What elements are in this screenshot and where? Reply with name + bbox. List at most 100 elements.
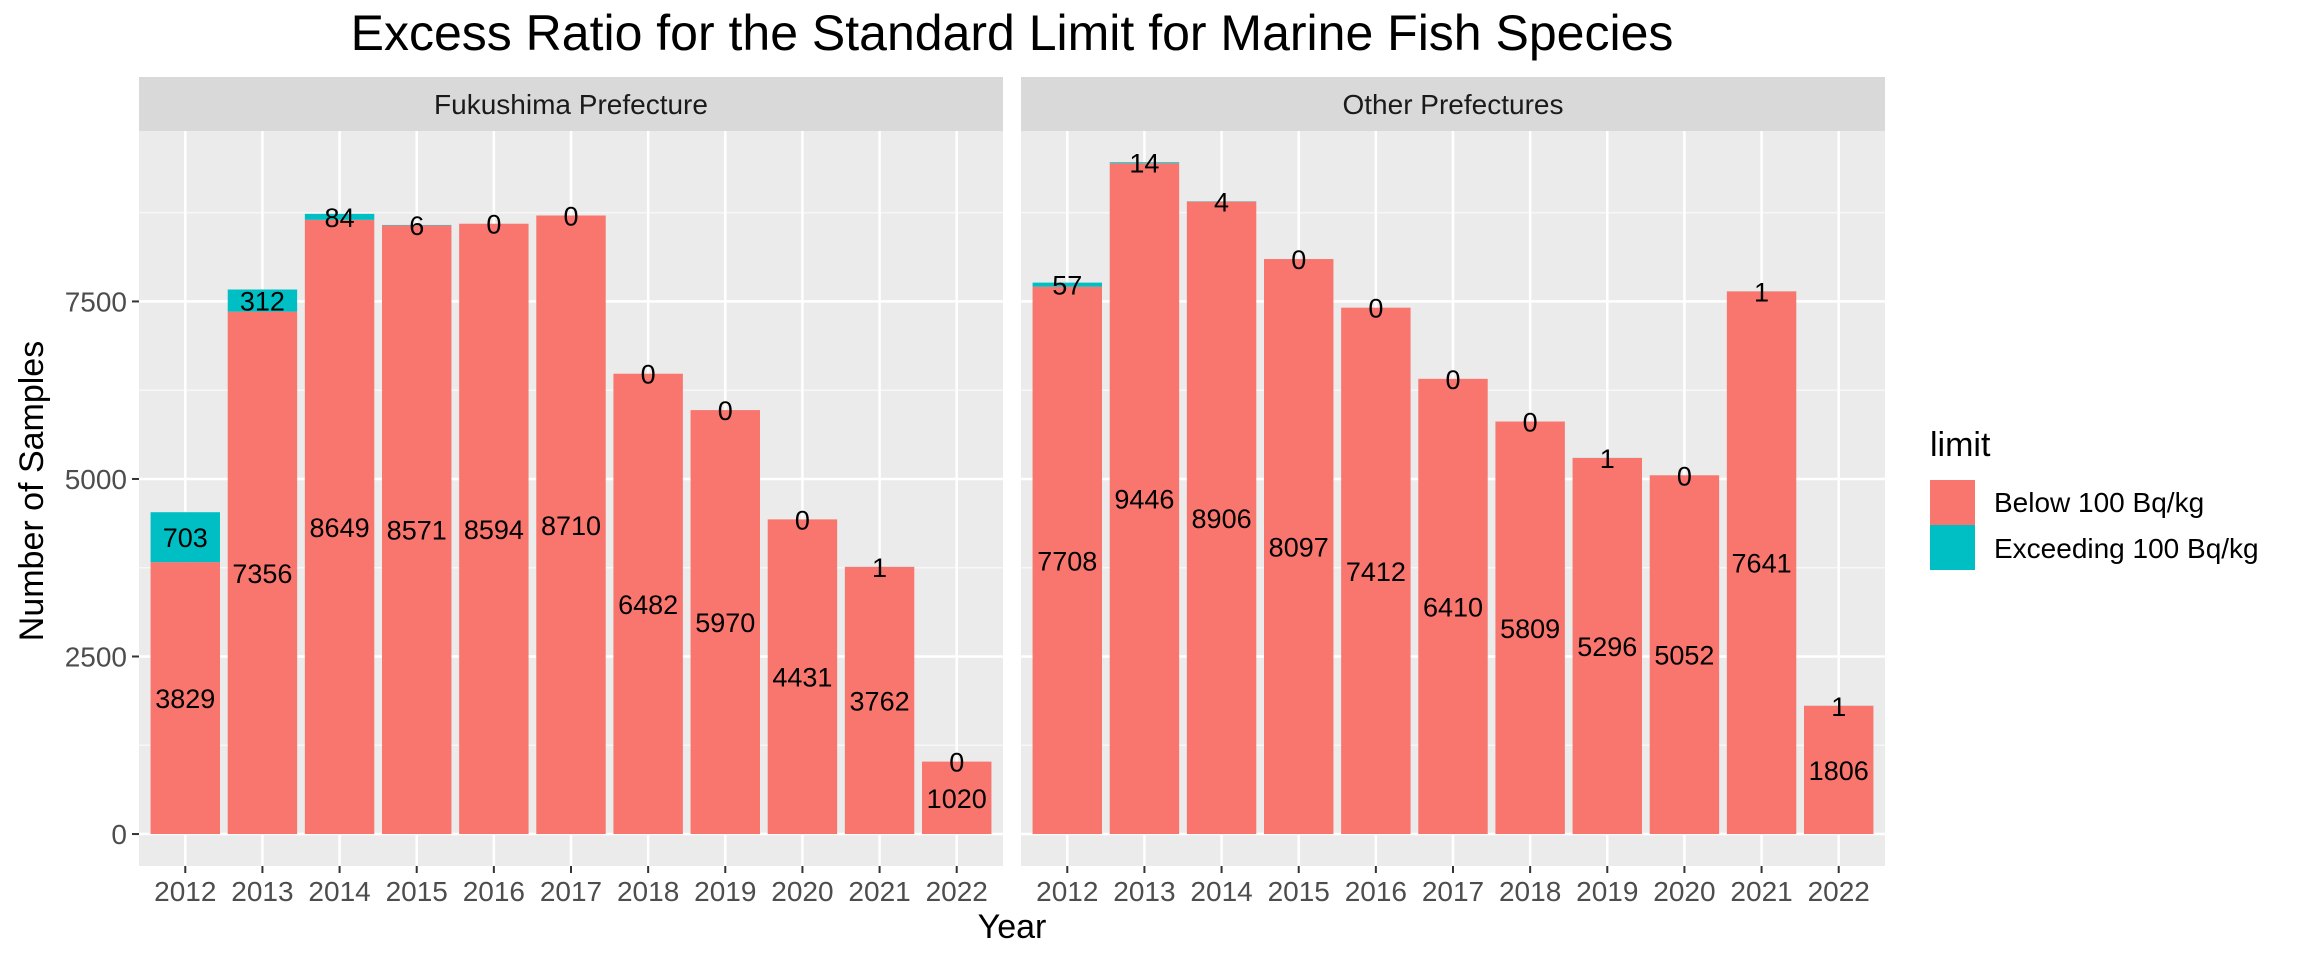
x-tick-label: 2018 (1499, 876, 1561, 907)
x-tick-label: 2013 (231, 876, 293, 907)
x-tick-label: 2013 (1113, 876, 1175, 907)
x-tick-label: 2022 (926, 876, 988, 907)
bar-below-100 (150, 562, 220, 835)
bar-label-below: 8097 (1269, 533, 1329, 563)
x-tick-label: 2016 (463, 876, 525, 907)
bar-below-100 (1572, 457, 1642, 835)
bar-label-exceeding: 0 (1523, 408, 1538, 438)
legend-key-below (1930, 480, 1975, 525)
bar-label-exceeding: 312 (240, 287, 285, 317)
x-tick-label: 2019 (1576, 876, 1638, 907)
bar-below-100 (690, 410, 760, 835)
bar-label-exceeding: 1 (1600, 444, 1615, 474)
x-tick-label: 2020 (771, 876, 833, 907)
bar-label-below: 5296 (1577, 632, 1637, 662)
bar-label-below: 5052 (1654, 641, 1714, 671)
bar-label-below: 7412 (1346, 557, 1406, 587)
bar-label-exceeding: 0 (1368, 294, 1383, 324)
panel-0: Fukushima Prefecture 3829 703 2012 7356 312 20… (139, 77, 1003, 907)
x-tick-label: 2015 (1268, 876, 1330, 907)
bar-label-below: 9446 (1114, 485, 1174, 515)
x-axis-title: Year (978, 908, 1047, 946)
x-tick-label: 2018 (617, 876, 679, 907)
bar-below-100 (1495, 421, 1565, 835)
bar-exceeding-100 (227, 289, 298, 312)
bar-label-below: 1806 (1809, 756, 1869, 786)
x-tick-label: 2012 (154, 876, 216, 907)
bar-below-100 (1341, 307, 1411, 835)
bar-label-exceeding: 4 (1214, 187, 1229, 217)
bar-label-below: 7356 (232, 559, 292, 589)
bar-label-below: 8649 (310, 513, 370, 543)
bar-label-exceeding: 703 (163, 523, 208, 553)
x-tick-label: 2015 (386, 876, 448, 907)
bar-below-100 (613, 373, 683, 835)
bar-label-exceeding: 57 (1052, 271, 1082, 301)
bar-label-below: 8571 (387, 516, 447, 546)
bar-below-100 (1649, 475, 1720, 835)
legend-title: limit (1930, 426, 1991, 464)
bar-label-below: 6410 (1423, 592, 1483, 622)
bar-label-exceeding: 0 (563, 202, 578, 232)
bar-label-below: 6482 (618, 590, 678, 620)
x-tick-label: 2021 (1730, 876, 1792, 907)
bar-below-100 (227, 311, 298, 835)
legend-label-exceeding: Exceeding 100 Bq/kg (1994, 533, 2259, 564)
bar-label-exceeding: 0 (641, 360, 656, 390)
panel-strip (139, 77, 1003, 131)
bar-label-below: 4431 (772, 663, 832, 693)
y-tick-label: 7500 (65, 286, 127, 317)
panel-strip-label: Fukushima Prefecture (434, 89, 708, 120)
bar-below-100 (1032, 286, 1102, 835)
bar-label-below: 8710 (541, 511, 601, 541)
bar-below-100 (1109, 163, 1180, 835)
bar-below-100 (844, 566, 915, 835)
y-tick-label: 0 (111, 819, 127, 850)
x-tick-label: 2016 (1345, 876, 1407, 907)
bar-label-below: 3762 (850, 686, 910, 716)
bar-label-below: 7708 (1037, 546, 1097, 576)
bar-exceeding-100 (150, 512, 220, 563)
panel-strip-label: Other Prefectures (1343, 89, 1564, 120)
bar-label-exceeding: 1 (1831, 692, 1846, 722)
bar-below-100 (304, 219, 375, 835)
bar-label-below: 5970 (695, 608, 755, 638)
y-tick-label: 5000 (65, 464, 127, 495)
x-tick-label: 2014 (1190, 876, 1252, 907)
bar-below-100 (767, 519, 838, 835)
panel-1: Other Prefectures77085720129446142013890… (1021, 77, 1885, 907)
bar-below-100 (382, 225, 452, 835)
bar-label-exceeding: 6 (409, 211, 424, 241)
x-tick-label: 2022 (1808, 876, 1870, 907)
legend-label-below: Below 100 Bq/kg (1994, 487, 2204, 518)
panel-strip (1021, 77, 1885, 131)
y-axis-title: Number of Samples (13, 341, 51, 641)
bar-label-exceeding: 0 (718, 396, 733, 426)
bar-below-100 (1186, 201, 1257, 835)
bar-label-below: 8594 (464, 515, 524, 545)
x-tick-label: 2014 (308, 876, 370, 907)
bar-label-below: 8906 (1192, 504, 1252, 534)
legend: limit Below 100 Bq/kg Exceeding 100 Bq/k… (1930, 426, 2259, 570)
bar-below-100 (1418, 378, 1488, 835)
bar-below-100 (1726, 291, 1797, 835)
bar-label-exceeding: 14 (1129, 149, 1159, 179)
x-tick-label: 2017 (540, 876, 602, 907)
bar-below-100 (459, 223, 529, 835)
bar-label-exceeding: 84 (325, 203, 355, 233)
bar-label-below: 3829 (155, 684, 215, 714)
bar-label-exceeding: 1 (872, 553, 887, 583)
bar-exceeding-100 (1032, 282, 1102, 287)
x-tick-label: 2020 (1653, 876, 1715, 907)
bar-label-below: 5809 (1500, 614, 1560, 644)
bar-label-exceeding: 0 (486, 210, 501, 240)
bar-below-100 (1264, 259, 1334, 835)
bar-exceeding-100 (304, 213, 375, 220)
bar-below-100 (922, 761, 992, 835)
bar-label-exceeding: 0 (1677, 461, 1692, 491)
legend-key-exceeding (1930, 525, 1975, 570)
x-tick-label: 2021 (848, 876, 910, 907)
y-axis: 0 2500 5000 7500 (65, 286, 139, 850)
x-tick-label: 2017 (1422, 876, 1484, 907)
